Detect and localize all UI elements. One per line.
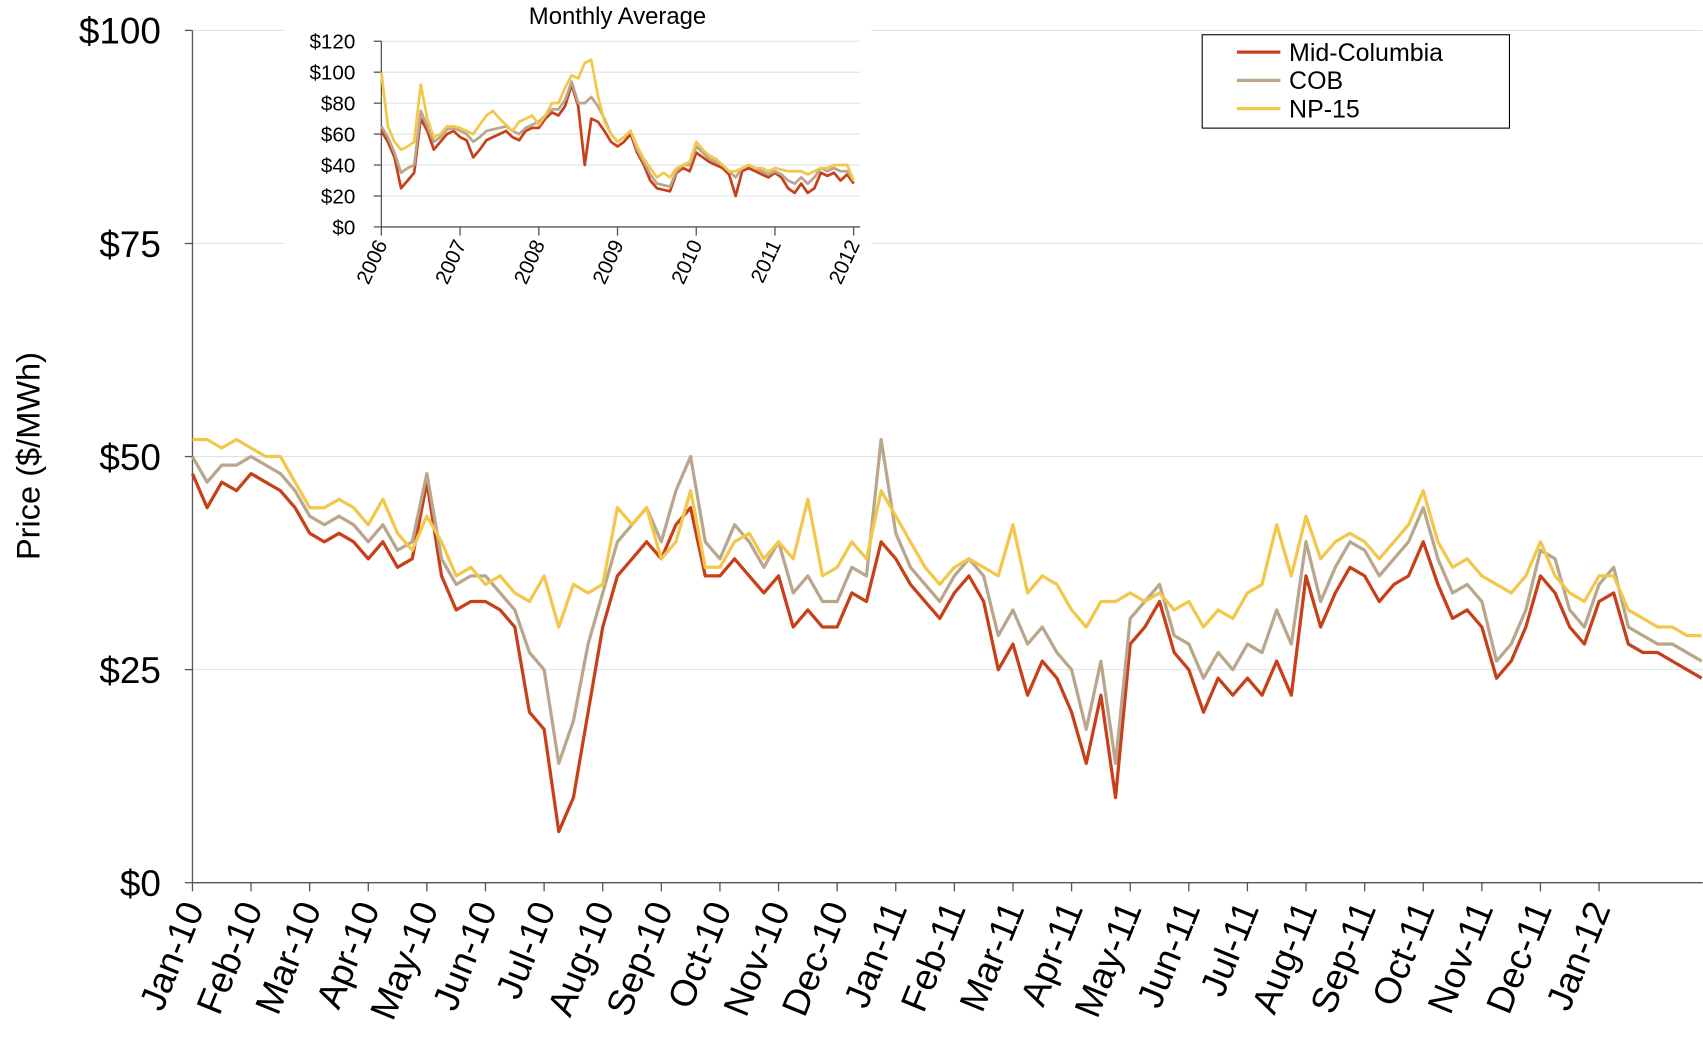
y-tick-label: $0: [332, 216, 355, 239]
series-line: [192, 437, 1702, 638]
inset-background: [284, 0, 872, 326]
y-tick-label: $80: [321, 93, 355, 116]
series-line: [190, 471, 1703, 834]
y-tick-label: $75: [99, 224, 161, 265]
y-tick-label: $100: [309, 62, 355, 85]
y-tick-label: $25: [99, 650, 161, 691]
y-tick-label: $40: [321, 154, 355, 177]
y-tick-label: $0: [120, 863, 161, 904]
series-line: [380, 83, 855, 198]
y-tick-label: $100: [79, 11, 161, 52]
series-line: [191, 437, 1703, 766]
legend-label: COB: [1289, 67, 1343, 95]
y-tick-label: $20: [321, 185, 355, 208]
y-axis-label: Price ($/MWh): [10, 352, 46, 560]
legend-label: NP-15: [1289, 95, 1360, 123]
y-tick-label: $120: [309, 31, 355, 54]
legend-label: Mid-Columbia: [1289, 39, 1443, 67]
inset-title: Monthly Average: [529, 3, 706, 30]
y-tick-label: $50: [99, 437, 161, 478]
series-line: [380, 58, 855, 182]
y-tick-label: $60: [321, 124, 355, 147]
